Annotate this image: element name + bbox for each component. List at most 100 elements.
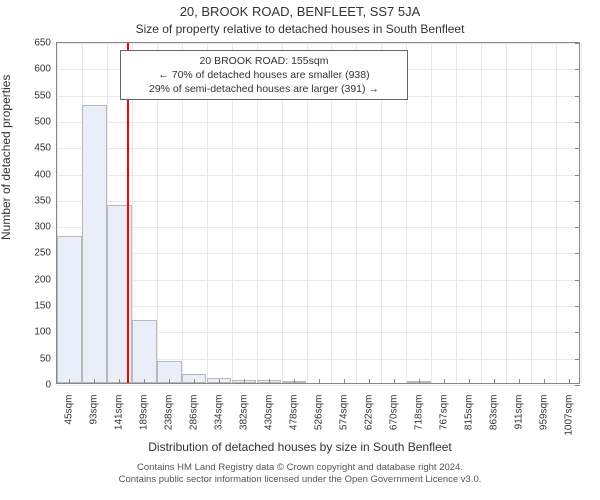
chart-footer: Contains HM Land Registry data © Crown c…	[0, 462, 600, 487]
gridline-v	[431, 43, 432, 383]
y-tick-mark	[575, 69, 580, 70]
chart-container: { "title": "20, BROOK ROAD, BENFLEET, SS…	[0, 0, 600, 500]
x-tick-label: 45sqm	[64, 389, 75, 425]
gridline-v	[581, 43, 582, 383]
y-tick-mark	[575, 43, 580, 44]
gridline-h	[57, 201, 579, 202]
footer-line-2: Contains public sector information licen…	[119, 474, 482, 485]
x-tick-label: 718sqm	[413, 389, 424, 431]
x-tick-mark	[544, 379, 545, 384]
gridline-v	[531, 43, 532, 383]
x-tick-mark	[519, 379, 520, 384]
x-tick-mark	[69, 379, 70, 384]
y-tick-mark	[575, 122, 580, 123]
y-tick-mark	[575, 332, 580, 333]
chart-title: 20, BROOK ROAD, BENFLEET, SS7 5JA	[0, 4, 600, 19]
x-tick-mark	[369, 379, 370, 384]
y-tick-mark	[575, 280, 580, 281]
x-tick-mark	[569, 379, 570, 384]
annotation-line: 20 BROOK ROAD: 155sqm	[127, 54, 401, 68]
y-tick-mark	[575, 148, 580, 149]
y-tick-mark	[575, 359, 580, 360]
footer-line-1: Contains HM Land Registry data © Crown c…	[137, 462, 463, 473]
x-tick-mark	[144, 379, 145, 384]
y-tick-label: 200	[34, 274, 57, 285]
x-tick-label: 238sqm	[164, 389, 175, 431]
x-tick-label: 286sqm	[189, 389, 200, 431]
gridline-h	[57, 175, 579, 176]
x-tick-mark	[494, 379, 495, 384]
gridline-h	[57, 148, 579, 149]
x-tick-mark	[344, 379, 345, 384]
x-tick-mark	[444, 379, 445, 384]
x-tick-label: 334sqm	[214, 389, 225, 431]
x-tick-mark	[394, 379, 395, 384]
x-tick-mark	[194, 379, 195, 384]
x-tick-label: 430sqm	[264, 389, 275, 431]
annotation-line: ← 70% of detached houses are smaller (93…	[127, 68, 401, 82]
y-axis-label: Number of detached properties	[0, 75, 13, 240]
x-tick-mark	[419, 379, 420, 384]
y-tick-mark	[575, 385, 580, 386]
annotation-box: 20 BROOK ROAD: 155sqm← 70% of detached h…	[120, 50, 408, 101]
x-tick-label: 767sqm	[438, 389, 449, 431]
bar	[82, 105, 106, 383]
x-tick-label: 1007sqm	[563, 389, 574, 436]
x-tick-label: 670sqm	[388, 389, 399, 431]
x-tick-mark	[469, 379, 470, 384]
gridline-h	[57, 122, 579, 123]
bar	[57, 236, 81, 383]
y-tick-mark	[575, 96, 580, 97]
y-tick-mark	[575, 201, 580, 202]
y-tick-mark	[575, 227, 580, 228]
x-tick-label: 622sqm	[363, 389, 374, 431]
gridline-h	[57, 280, 579, 281]
gridline-h	[57, 227, 579, 228]
gridline-h	[57, 385, 579, 386]
gridline-h	[57, 253, 579, 254]
y-tick-mark	[575, 253, 580, 254]
plot-area: 0501001502002503003504004505005506006504…	[56, 42, 580, 384]
x-tick-mark	[94, 379, 95, 384]
y-tick-label: 400	[34, 169, 57, 180]
y-tick-label: 600	[34, 64, 57, 75]
x-tick-label: 189sqm	[139, 389, 150, 431]
gridline-v	[456, 43, 457, 383]
y-tick-label: 300	[34, 222, 57, 233]
x-tick-mark	[219, 379, 220, 384]
x-tick-label: 141sqm	[114, 389, 125, 431]
x-tick-mark	[119, 379, 120, 384]
y-tick-label: 500	[34, 116, 57, 127]
x-tick-label: 574sqm	[338, 389, 349, 431]
y-tick-label: 350	[34, 195, 57, 206]
gridline-v	[556, 43, 557, 383]
y-tick-label: 250	[34, 248, 57, 259]
x-tick-label: 911sqm	[513, 389, 524, 430]
y-tick-label: 550	[34, 90, 57, 101]
x-tick-label: 863sqm	[488, 389, 499, 431]
gridline-v	[506, 43, 507, 383]
x-tick-label: 959sqm	[538, 389, 549, 431]
x-tick-label: 478sqm	[289, 389, 300, 431]
bar	[132, 320, 156, 383]
y-tick-label: 50	[40, 353, 57, 364]
y-tick-label: 0	[45, 380, 57, 391]
y-tick-label: 450	[34, 143, 57, 154]
x-tick-label: 93sqm	[89, 389, 100, 425]
y-tick-label: 650	[34, 38, 57, 49]
x-tick-label: 526sqm	[314, 389, 325, 431]
x-tick-mark	[294, 379, 295, 384]
x-tick-mark	[319, 379, 320, 384]
x-tick-mark	[269, 379, 270, 384]
y-tick-mark	[575, 175, 580, 176]
y-tick-label: 150	[34, 301, 57, 312]
y-tick-label: 100	[34, 327, 57, 338]
gridline-v	[481, 43, 482, 383]
x-tick-label: 382sqm	[239, 389, 250, 431]
x-tick-label: 815sqm	[463, 389, 474, 431]
y-tick-mark	[575, 306, 580, 307]
annotation-line: 29% of semi-detached houses are larger (…	[127, 82, 401, 96]
gridline-h	[57, 306, 579, 307]
x-tick-mark	[244, 379, 245, 384]
x-axis-label: Distribution of detached houses by size …	[0, 440, 600, 454]
